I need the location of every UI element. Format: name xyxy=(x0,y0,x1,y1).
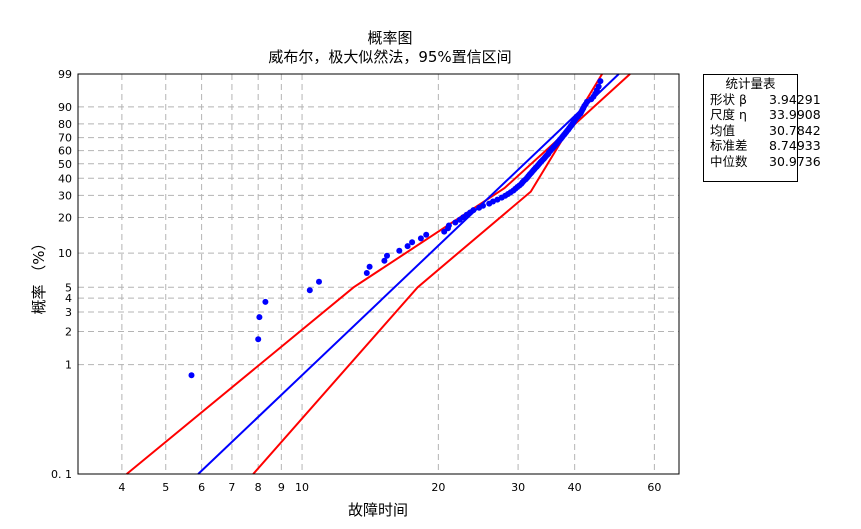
y-tick-label: 10 xyxy=(58,247,72,260)
x-axis-label: 故障时间 xyxy=(348,501,408,519)
x-tick-label: 5 xyxy=(162,481,169,494)
data-point xyxy=(384,252,390,259)
data-point xyxy=(381,257,388,264)
y-tick-label: 40 xyxy=(58,172,72,185)
stats-label: 形状 β xyxy=(710,91,747,107)
stats-label: 中位数 xyxy=(710,153,748,169)
y-tick-label: 3 xyxy=(65,306,72,319)
x-tick-label: 30 xyxy=(511,481,525,494)
x-tick-label: 40 xyxy=(568,481,582,494)
data-point xyxy=(409,239,416,246)
y-axis-label: 概率 （%） xyxy=(30,235,48,314)
data-point xyxy=(396,247,403,254)
x-tick-label: 7 xyxy=(228,481,235,494)
y-tick-label: 60 xyxy=(58,145,72,158)
data-point xyxy=(255,336,262,343)
x-tick-label: 10 xyxy=(295,481,309,494)
stats-value: 30.9736 xyxy=(769,153,821,169)
ci-upper-line xyxy=(252,73,603,475)
stats-value: 8.74933 xyxy=(769,138,821,153)
stats-label: 尺度 η xyxy=(710,107,747,122)
stats-row-scale: 尺度 η 33.9908 xyxy=(710,107,821,123)
fit-line-group xyxy=(197,73,620,475)
x-tick-label: 20 xyxy=(431,481,445,494)
stats-row-stdev: 标准差 8.74933 xyxy=(710,138,821,154)
data-point xyxy=(445,222,452,229)
stats-label: 均值 xyxy=(710,122,736,138)
data-point xyxy=(423,231,430,238)
data-point xyxy=(306,287,313,294)
y-tick-label: 70 xyxy=(58,132,72,145)
x-tick-label: 60 xyxy=(647,481,661,494)
chart-subtitle: 威布尔，极大似然法，95%置信区间 xyxy=(268,48,511,66)
data-point xyxy=(470,207,477,214)
stats-value: 30.7842 xyxy=(769,122,821,138)
y-tick-label: 99 xyxy=(58,68,72,81)
statistics-table: 统计量表 形状 β 3.94291 尺度 η 33.9908 均值 30.7842 标… xyxy=(703,74,821,182)
stats-title: 统计量表 xyxy=(725,76,776,91)
stats-label: 标准差 xyxy=(710,138,748,153)
data-point xyxy=(597,78,604,85)
x-tick-label: 6 xyxy=(198,481,205,494)
data-point xyxy=(404,243,411,250)
data-point xyxy=(595,83,602,90)
data-point xyxy=(262,298,269,305)
y-tick-label: 90 xyxy=(58,101,72,114)
chart-title: 概率图 xyxy=(367,29,412,47)
data-point xyxy=(366,263,373,270)
fit-line xyxy=(197,73,620,475)
y-tick-label: 20 xyxy=(58,212,72,225)
data-point xyxy=(316,278,322,285)
data-point xyxy=(363,270,370,276)
y-tick-label: 0. 1 xyxy=(51,468,72,481)
y-tick-label: 4 xyxy=(65,292,72,305)
x-tick-labels: 4 5 6 7 8 9 10 20 30 40 60 xyxy=(118,481,661,494)
grid-lines xyxy=(78,73,679,475)
y-tick-label: 30 xyxy=(58,189,72,202)
x-tick-label: 4 xyxy=(118,481,125,494)
x-tick-label: 8 xyxy=(255,481,262,494)
y-tick-label: 5 xyxy=(65,281,72,294)
stats-row-mean: 均值 30.7842 xyxy=(710,122,821,139)
data-points xyxy=(188,78,604,379)
data-point xyxy=(452,219,459,226)
data-point xyxy=(480,202,486,209)
y-tick-label: 50 xyxy=(58,158,72,171)
stats-value: 33.9908 xyxy=(769,107,821,122)
y-tick-label: 80 xyxy=(58,118,72,131)
y-tick-label: 1 xyxy=(65,359,72,372)
y-tick-label: 2 xyxy=(65,325,72,338)
stats-value: 3.94291 xyxy=(769,91,821,107)
x-tick-label: 9 xyxy=(278,481,285,494)
data-point xyxy=(417,235,424,242)
stats-row-shape: 形状 β 3.94291 xyxy=(710,91,821,108)
plot-area-frame xyxy=(77,73,680,475)
data-point xyxy=(188,372,195,379)
data-point xyxy=(256,314,263,321)
stats-row-median: 中位数 30.9736 xyxy=(710,153,821,170)
